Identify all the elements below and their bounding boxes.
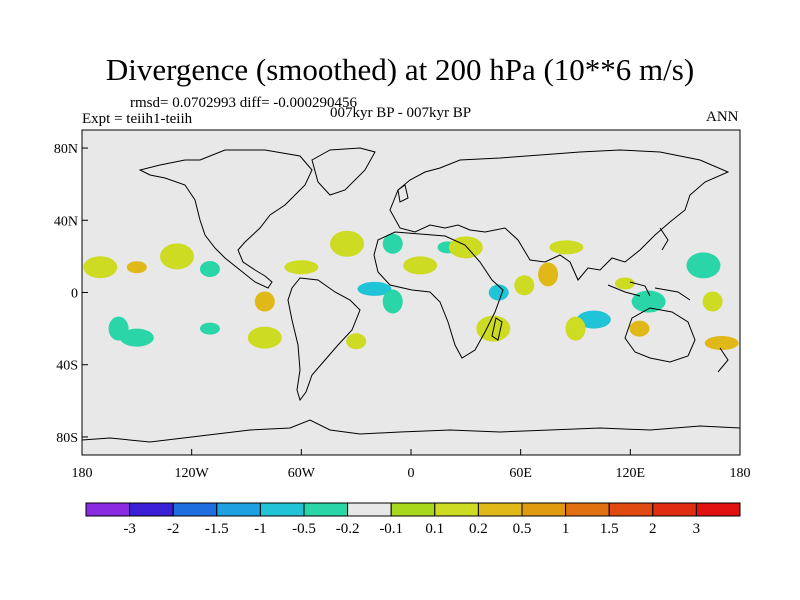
colorbar-swatch (608, 502, 654, 517)
anomaly-region (514, 275, 535, 296)
colorbar-label: -3 (123, 521, 136, 537)
map-axes: 180 120W 60W 0 60E 120E 180 80N 40N 0 40S 80S (54, 142, 751, 481)
lon-tick-label: 60E (509, 466, 532, 481)
anomaly-region (126, 261, 147, 274)
coastline-british-isles (397, 184, 409, 203)
coastline-greenland (311, 147, 376, 196)
period-text: 007kyr BP - 007kyr BP (330, 105, 472, 121)
coastline-eurasia (389, 149, 730, 281)
anomaly-region (549, 240, 584, 255)
colorbar-swatch (652, 502, 697, 517)
anomaly-region (247, 326, 282, 349)
lon-tick-label: 120W (175, 466, 210, 481)
plot-title: Divergence (smoothed) at 200 hPa (10**6 … (105, 52, 695, 87)
anomaly-region (199, 322, 220, 335)
experiment-text: Expt = teiih1-teiih (82, 111, 193, 127)
colorbar-label: -2 (167, 521, 180, 537)
colorbar-swatch (477, 502, 523, 517)
colorbar-label: -1 (254, 521, 267, 537)
colorbar-swatch (434, 502, 479, 517)
lon-tick-label: 0 (408, 466, 415, 481)
lat-tick-label: 40N (54, 214, 78, 229)
anomaly-region (702, 291, 723, 312)
anomaly-region (686, 252, 721, 279)
anomaly-region (565, 316, 586, 341)
colorbar: -3 -2 -1.5 -1 -0.5 -0.2 -0.1 0.1 0.2 0.5 1 1.5 2 3 (85, 502, 741, 537)
colorbar-label: 1.5 (600, 521, 619, 537)
coastline-north-america (138, 149, 313, 289)
coastline-new-zealand (717, 347, 729, 373)
lat-tick-label: 0 (71, 287, 78, 302)
anomaly-region (403, 256, 438, 275)
colorbar-label: 2 (649, 521, 657, 537)
colorbar-swatch (303, 502, 349, 517)
colorbar-swatch (172, 502, 218, 517)
anomaly-region (199, 261, 220, 278)
colorbar-swatch (565, 502, 610, 517)
colorbar-swatch (347, 502, 392, 517)
coastline-layer (82, 147, 740, 443)
colorbar-swatch (521, 502, 567, 517)
anomaly-region (330, 230, 365, 257)
colorbar-label: -1.5 (205, 521, 229, 537)
anomaly-region (614, 277, 635, 290)
stats-text: rmsd= 0.0702993 diff= -0.000290456 (130, 95, 358, 111)
colorbar-label: -0.2 (336, 521, 360, 537)
colorbar-swatch (259, 502, 305, 517)
lat-tick-label: 40S (56, 359, 78, 374)
season-text: ANN (706, 109, 739, 125)
coastline-south-america (287, 277, 361, 402)
anomaly-region (346, 333, 367, 350)
anomaly-region (83, 256, 118, 279)
colorbar-label: 1 (562, 521, 570, 537)
coastline-japan (659, 227, 669, 251)
anomaly-region (576, 310, 611, 329)
colorbar-label: 0.2 (469, 521, 488, 537)
anomaly-region (284, 260, 319, 275)
anomaly-region (538, 262, 559, 287)
anomaly-region (357, 281, 392, 296)
coastline-madagascar (491, 317, 503, 341)
colorbar-label: -0.5 (292, 521, 316, 537)
coastline-africa (373, 231, 504, 359)
colorbar-swatch (390, 502, 436, 517)
colorbar-swatch (85, 502, 131, 517)
lon-tick-label: 180 (72, 466, 93, 481)
anomaly-region (382, 289, 403, 314)
anomaly-region (119, 328, 154, 347)
anomaly-region (631, 290, 666, 313)
lat-tick-label: 80N (54, 142, 78, 157)
anomaly-region (160, 243, 195, 270)
lat-tick-label: 80S (56, 431, 78, 446)
colorbar-swatch (129, 502, 174, 517)
coastline-antarctica (82, 419, 740, 443)
anomaly-region (704, 336, 739, 351)
lon-tick-label: 180 (730, 466, 751, 481)
anomaly-region (254, 291, 275, 312)
colorbar-swatch (216, 502, 261, 517)
colorbar-label: 0.1 (425, 521, 444, 537)
colorbar-label: 3 (693, 521, 701, 537)
anomaly-region (629, 320, 650, 337)
anomaly-layer (83, 230, 739, 351)
colorbar-swatch (695, 502, 741, 517)
lon-tick-label: 120E (616, 466, 646, 481)
anomaly-region (382, 233, 403, 254)
lon-tick-label: 60W (288, 466, 316, 481)
map-background (82, 130, 740, 455)
colorbar-label: -0.1 (379, 521, 403, 537)
colorbar-label: 0.5 (513, 521, 532, 537)
anomaly-region (488, 284, 509, 301)
coastline-australia (624, 307, 696, 363)
coastline-indonesia (607, 281, 691, 301)
